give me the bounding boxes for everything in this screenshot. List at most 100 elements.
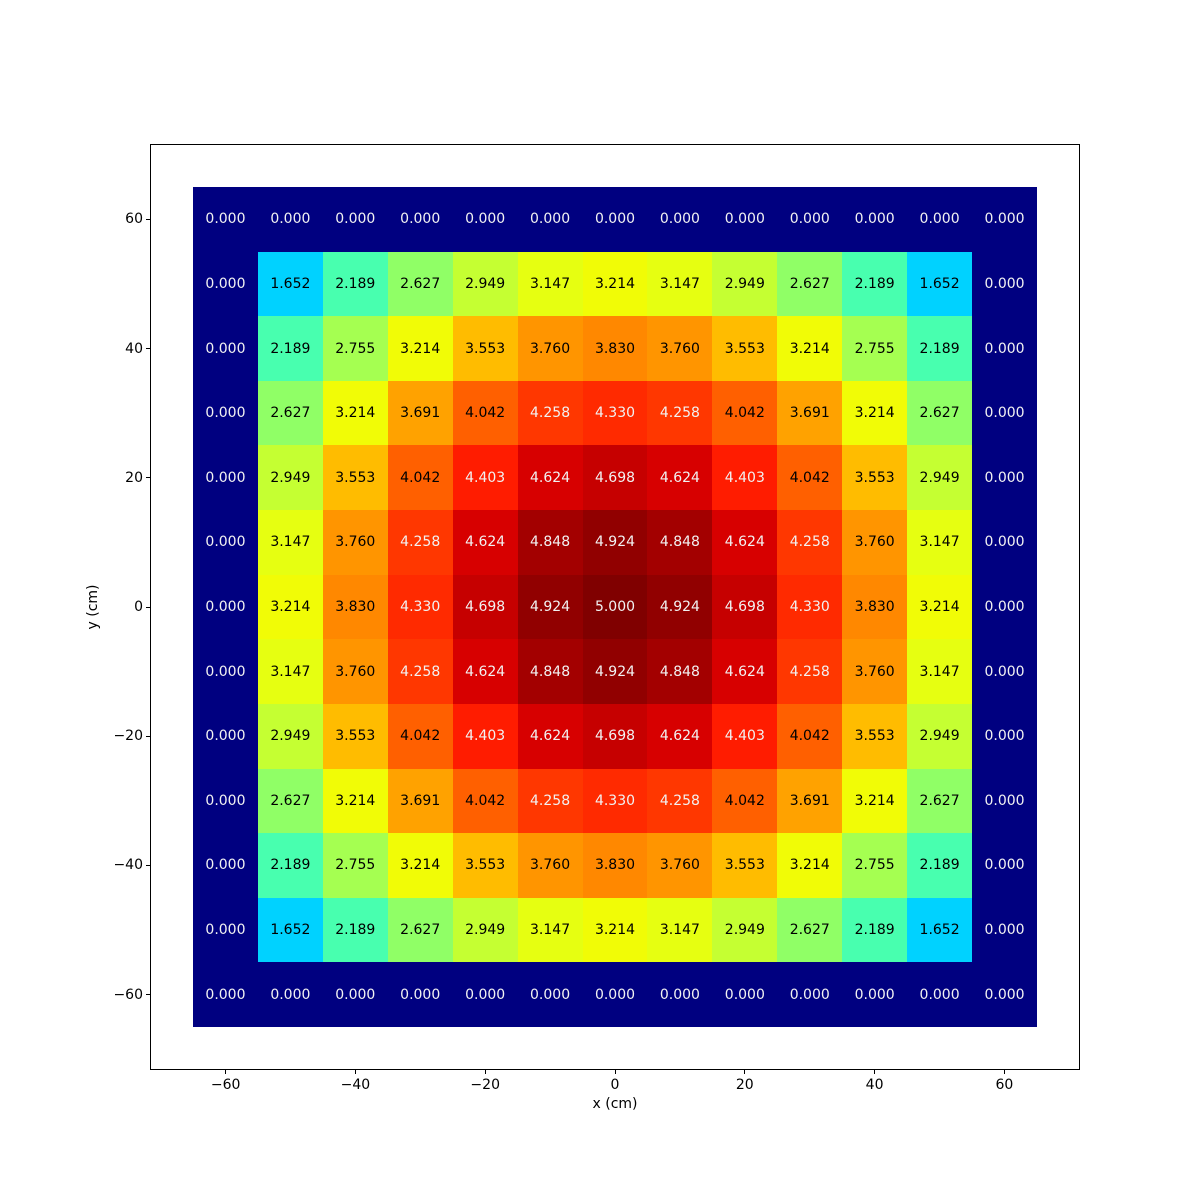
heatmap-cell: 4.924 [582, 510, 648, 575]
heatmap-cell: 4.330 [777, 574, 843, 640]
cell-value-label: 2.189 [270, 340, 311, 357]
cell-value-label: 4.848 [530, 534, 571, 551]
cell-value-label: 3.830 [594, 340, 636, 357]
axes-plot-area: 0.000 0.000 0.000 0.000 0.000 0.000 0.000 0.000… [150, 144, 1080, 1070]
cell-value-label: 3.214 [335, 405, 376, 422]
heatmap-cell: 2.189 [842, 897, 908, 963]
cell-value-label: 4.403 [724, 469, 765, 486]
cell-value-label: 4.042 [400, 728, 441, 745]
heatmap-cell: 0.000 [193, 510, 258, 575]
cell-value-label: 0.000 [854, 211, 895, 228]
y-tick-mark [146, 218, 150, 220]
cell-value-label: 0.000 [270, 211, 311, 228]
cell-value-label: 3.214 [400, 857, 441, 874]
cell-value-label: 0.000 [984, 857, 1025, 874]
heatmap-cell: 3.760 [842, 639, 908, 704]
x-tick-label: 20 [735, 1077, 754, 1093]
heatmap-cell: 0.000 [193, 639, 258, 704]
heatmap-cell: 3.147 [647, 897, 713, 963]
heatmap-cell: 4.403 [452, 445, 518, 511]
x-tick-mark [614, 1070, 616, 1074]
heatmap-cell: 3.760 [842, 510, 908, 575]
heatmap-cell: 2.949 [452, 897, 518, 963]
cell-value-label: 2.627 [270, 405, 311, 422]
cell-value-label: 0.000 [400, 211, 441, 228]
heatmap-cell: 2.627 [257, 380, 323, 446]
cell-value-label: 4.624 [659, 728, 700, 745]
cell-value-label: 4.042 [465, 792, 506, 809]
cell-value-label: 0.000 [724, 211, 765, 228]
cell-value-label: 3.760 [530, 340, 571, 357]
heatmap-cell: 0.000 [972, 833, 1037, 898]
x-tick-label: 0 [610, 1077, 620, 1093]
cell-value-label: 3.553 [335, 469, 376, 486]
cell-value-label: 4.924 [530, 598, 571, 615]
y-tick-label: −40 [113, 857, 143, 874]
heatmap-cell: 4.042 [777, 703, 843, 769]
cell-value-label: 2.755 [854, 857, 895, 874]
heatmap-cell: 1.652 [257, 251, 323, 317]
cell-value-label: 0.000 [205, 663, 246, 680]
y-tick-mark [146, 735, 150, 737]
cell-value-label: 0.000 [465, 211, 506, 228]
cell-value-label: 3.214 [789, 857, 830, 874]
x-tick-label: −40 [340, 1077, 371, 1093]
heatmap-cell: 3.147 [907, 639, 973, 704]
heatmap-cell: 4.624 [517, 445, 583, 511]
cell-value-label: 3.214 [270, 598, 311, 615]
cell-value-label: 0.000 [594, 986, 636, 1003]
heatmap-cell: 3.760 [517, 316, 583, 381]
heatmap-cell: 0.000 [387, 187, 453, 252]
cell-value-label: 2.627 [400, 922, 441, 939]
heatmap-cell: 0.000 [647, 187, 713, 252]
heatmap-cell: 4.042 [452, 380, 518, 446]
cell-value-label: 2.189 [335, 922, 376, 939]
heatmap-cell: 2.189 [907, 833, 973, 898]
cell-value-label: 1.652 [919, 922, 960, 939]
cell-value-label: 3.147 [270, 534, 311, 551]
cell-value-label: 0.000 [984, 275, 1025, 292]
heatmap-cell: 4.698 [582, 703, 648, 769]
heatmap-cell: 3.214 [842, 380, 908, 446]
heatmap-cell: 0.000 [193, 445, 258, 511]
cell-value-label: 2.627 [789, 275, 830, 292]
cell-value-label: 3.830 [594, 857, 636, 874]
heatmap-cell: 3.553 [842, 703, 908, 769]
heatmap-cell: 4.042 [387, 445, 453, 511]
cell-value-label: 2.627 [919, 405, 960, 422]
x-tick-label: −60 [210, 1077, 241, 1093]
cell-value-label: 4.848 [659, 534, 700, 551]
cell-value-label: 3.147 [659, 275, 700, 292]
cell-value-label: 3.553 [854, 469, 895, 486]
heatmap-cell: 3.147 [907, 510, 973, 575]
cell-value-label: 3.147 [919, 534, 960, 551]
heatmap-cell: 2.627 [907, 380, 973, 446]
cell-value-label: 4.624 [465, 663, 506, 680]
cell-value-label: 1.652 [270, 275, 311, 292]
heatmap-cell: 3.147 [517, 897, 583, 963]
cell-value-label: 3.553 [335, 728, 376, 745]
cell-value-label: 3.214 [789, 340, 830, 357]
heatmap-cell: 3.214 [322, 380, 388, 446]
cell-value-label: 3.147 [659, 922, 700, 939]
heatmap-cell: 4.698 [712, 574, 778, 640]
cell-value-label: 0.000 [789, 986, 830, 1003]
cell-value-label: 3.691 [400, 792, 441, 809]
cell-value-label: 5.000 [594, 598, 636, 615]
heatmap-cell: 3.553 [322, 703, 388, 769]
y-tick-label: 60 [125, 211, 143, 228]
cell-value-label: 3.147 [270, 663, 311, 680]
cell-value-label: 4.258 [400, 663, 441, 680]
cell-value-label: 4.698 [594, 469, 636, 486]
cell-value-label: 2.949 [724, 275, 765, 292]
cell-value-label: 3.830 [335, 598, 376, 615]
cell-value-label: 1.652 [919, 275, 960, 292]
cell-value-label: 2.189 [854, 275, 895, 292]
cell-value-label: 3.214 [854, 792, 895, 809]
y-tick-mark [146, 606, 150, 608]
cell-value-label: 0.000 [659, 986, 700, 1003]
cell-value-label: 4.624 [724, 534, 765, 551]
cell-value-label: 2.949 [465, 922, 506, 939]
heatmap-cell: 4.848 [647, 639, 713, 704]
cell-value-label: 4.042 [724, 405, 765, 422]
